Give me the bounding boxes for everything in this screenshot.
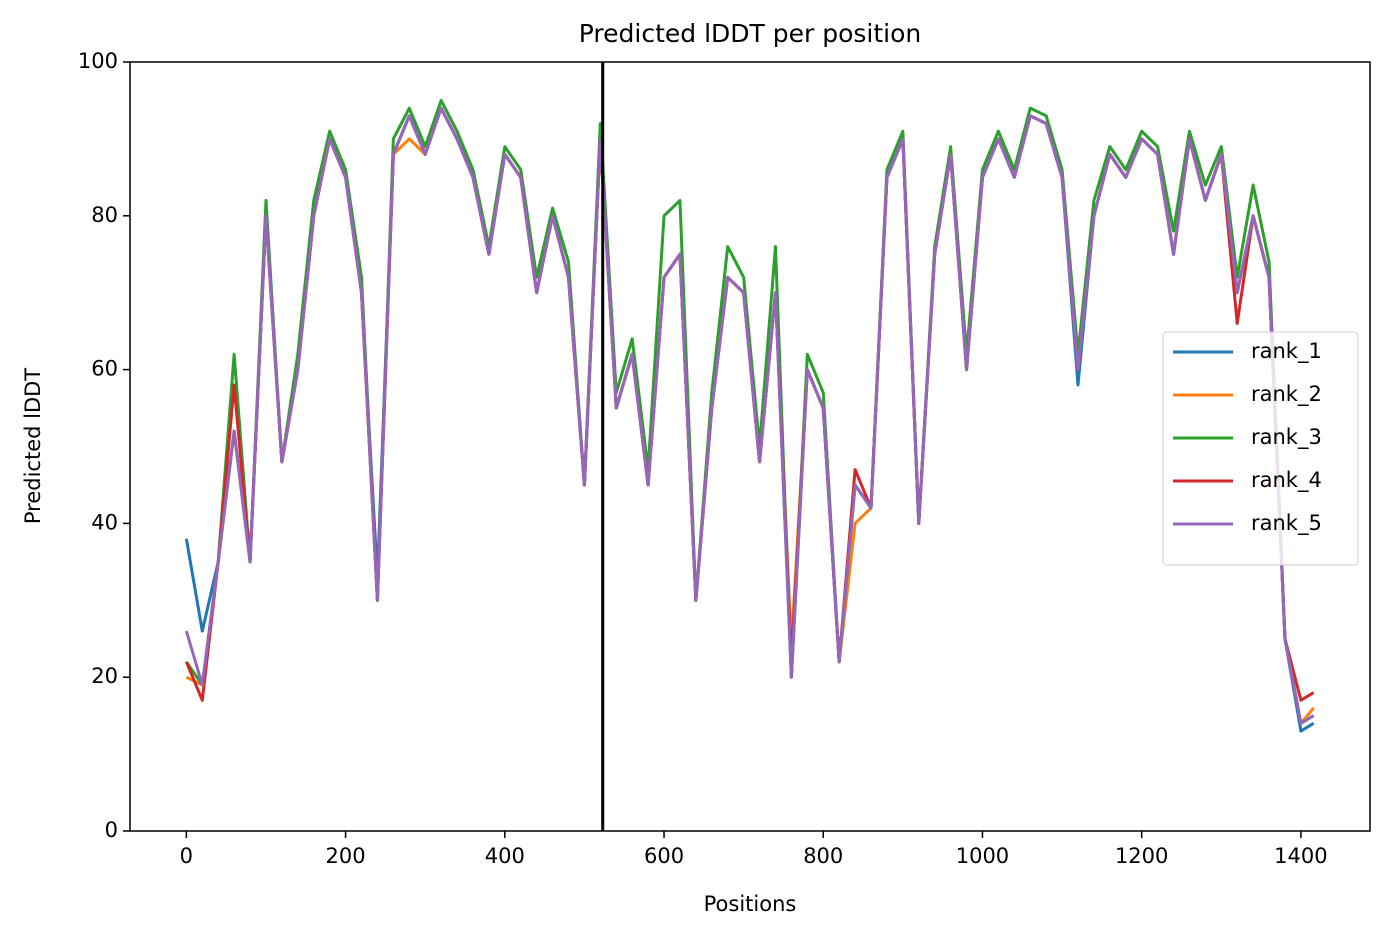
legend-label: rank_1 [1251, 339, 1322, 364]
legend-label: rank_4 [1251, 468, 1322, 493]
x-tick-label: 800 [803, 844, 843, 868]
legend-label: rank_3 [1251, 425, 1322, 450]
x-tick-label: 1400 [1274, 844, 1327, 868]
y-tick-label: 100 [78, 49, 118, 73]
x-tick-label: 400 [485, 844, 525, 868]
x-tick-label: 200 [326, 844, 366, 868]
legend-box [1162, 331, 1359, 566]
x-axis-label: Positions [704, 892, 797, 916]
x-tick-label: 600 [644, 844, 684, 868]
axes-frame [129, 61, 1371, 832]
series-line [184, 106, 1315, 733]
y-tick-label: 80 [91, 203, 118, 227]
legend-label: rank_2 [1251, 382, 1322, 407]
series-line [185, 106, 1315, 725]
y-tick-label: 40 [91, 510, 118, 534]
series-line [184, 106, 1315, 702]
y-tick-label: 60 [91, 357, 118, 381]
legend-label: rank_5 [1251, 511, 1322, 536]
series-line [184, 106, 1315, 725]
series-line [185, 98, 1315, 725]
x-tick-label: 0 [180, 844, 193, 868]
x-tick-label: 1200 [1115, 844, 1168, 868]
plot-area [184, 62, 1315, 831]
y-tick-label: 0 [105, 818, 118, 842]
y-tick-label: 20 [91, 664, 118, 688]
chart-title: Predicted lDDT per position [579, 19, 921, 48]
x-tick-label: 1000 [956, 844, 1009, 868]
y-axis-label: Predicted lDDT [21, 368, 45, 524]
